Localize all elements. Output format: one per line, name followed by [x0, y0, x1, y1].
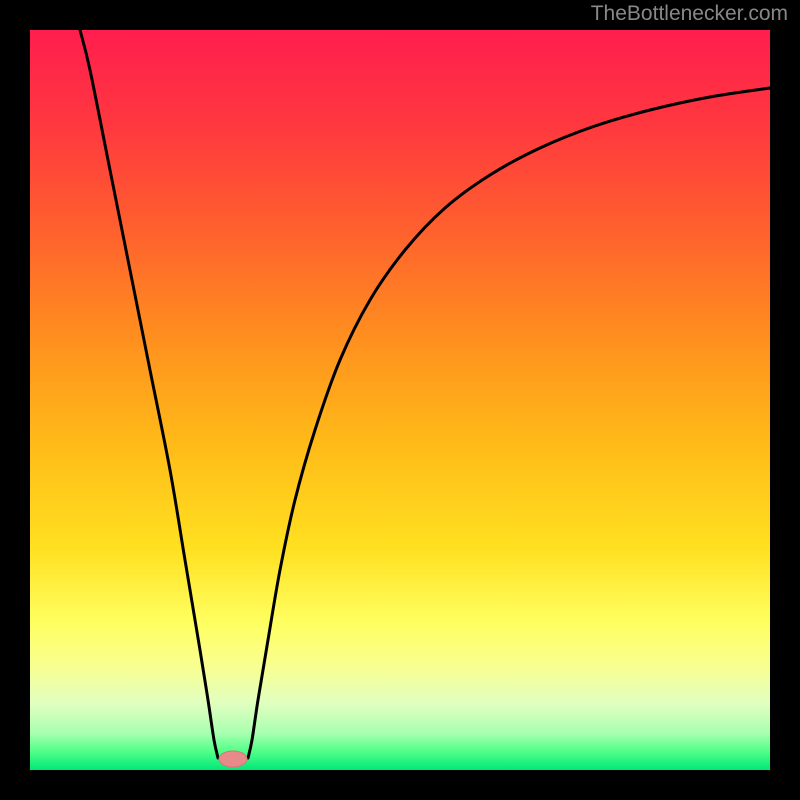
bottleneck-chart: [0, 0, 800, 800]
plot-background: [30, 30, 770, 770]
chart-container: TheBottlenecker.com: [0, 0, 800, 800]
minimum-marker: [219, 751, 247, 767]
watermark-label: TheBottlenecker.com: [591, 2, 788, 26]
